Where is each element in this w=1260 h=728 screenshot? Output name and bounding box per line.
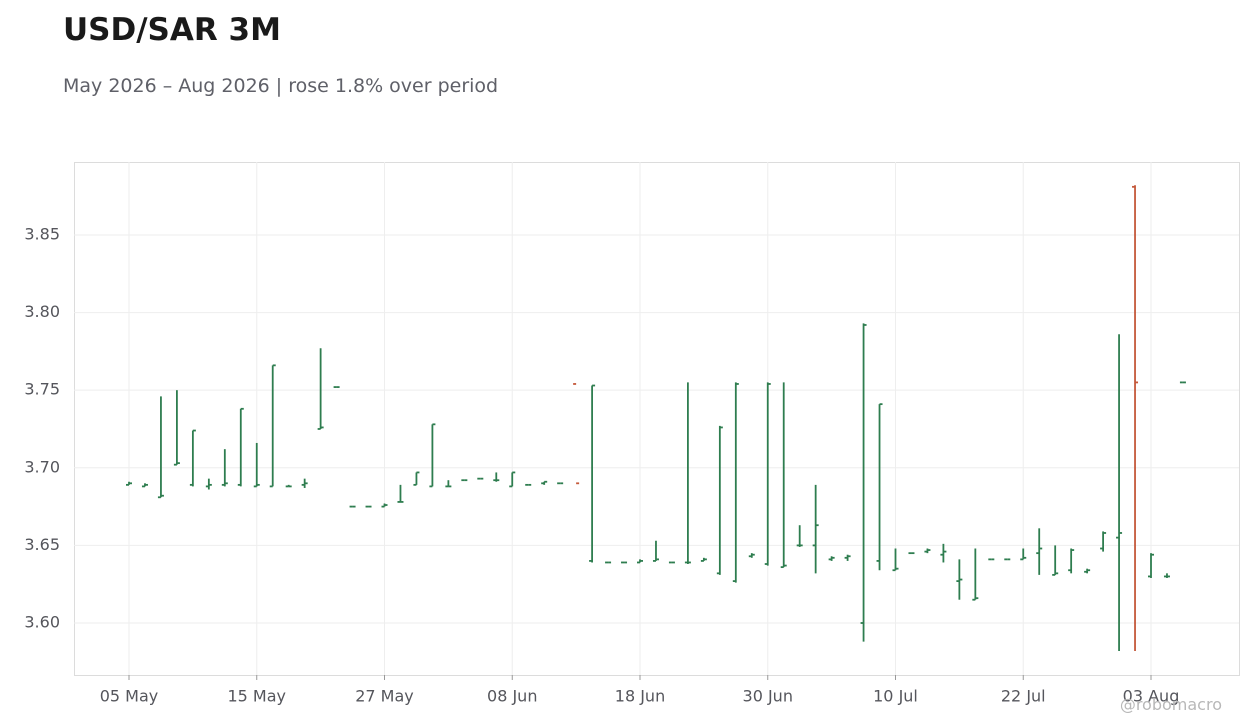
ohlc-bar <box>780 382 787 569</box>
ohlc-bar <box>205 478 212 490</box>
ohlc-bar <box>157 396 164 499</box>
ohlc-bar <box>413 471 420 486</box>
ohlc-bar <box>972 548 979 601</box>
ohlc-bar <box>253 442 260 488</box>
ohlc-bar <box>844 554 851 561</box>
ohlc-bar <box>828 556 835 561</box>
ohlc-bar <box>732 382 739 583</box>
ohlc-bar <box>956 559 963 600</box>
ohlc-bar <box>1052 545 1059 576</box>
watermark: @robomacro <box>1120 695 1222 714</box>
ohlc-bar <box>573 383 580 485</box>
x-tick-label: 27 May <box>355 687 414 706</box>
ohlc-bar <box>189 429 196 487</box>
x-tick-label: 10 Jul <box>873 687 918 706</box>
ohlc-bar <box>924 548 931 554</box>
ohlc-bar <box>445 480 452 488</box>
ohlc-bar <box>285 484 292 488</box>
plot-frame <box>74 162 1240 676</box>
y-tick-label: 3.60 <box>24 613 60 632</box>
ohlc-bar <box>1084 568 1091 574</box>
ohlc-bar <box>221 449 228 487</box>
x-tick-label: 08 Jun <box>487 687 537 706</box>
x-tick-label: 18 Jun <box>615 687 665 706</box>
ohlc-bar <box>764 382 771 566</box>
ohlc-bar <box>237 407 244 487</box>
y-tick-label: 3.80 <box>24 302 60 321</box>
ohlc-bar <box>700 557 707 562</box>
ohlc-bar <box>301 478 308 488</box>
ohlc-bar <box>429 423 436 488</box>
ohlc-bar <box>892 548 899 572</box>
y-tick-label: 3.70 <box>24 457 60 476</box>
ohlc-bar <box>812 484 819 574</box>
ohlc-bar <box>141 483 148 488</box>
chart-title: USD/SAR 3M <box>63 12 281 48</box>
y-tick-label: 3.75 <box>24 380 60 399</box>
ohlc-bar <box>1036 528 1043 575</box>
ohlc-bar <box>126 481 132 486</box>
ohlc-bar <box>173 390 180 466</box>
ohlc-bar <box>1132 185 1139 651</box>
ohlc-bar <box>509 471 516 488</box>
ohlc-bar <box>1068 548 1075 574</box>
ohlc-bar <box>652 540 659 562</box>
y-tick-label: 3.65 <box>24 535 60 554</box>
x-tick-label: 15 May <box>227 687 286 706</box>
ohlc-bar <box>940 543 947 563</box>
x-tick-label: 30 Jun <box>743 687 793 706</box>
ohlc-bar <box>541 480 548 485</box>
ohlc-bar <box>381 503 388 508</box>
ohlc-bar <box>317 348 324 430</box>
ohlc-bar <box>1163 573 1170 578</box>
ohlc-bar <box>1100 531 1107 552</box>
y-tick-label: 3.85 <box>24 224 60 243</box>
ohlc-bar <box>397 484 404 503</box>
x-tick-label: 05 May <box>100 687 159 706</box>
ohlc-bar <box>716 425 723 575</box>
ohlc-bar <box>1148 553 1154 578</box>
x-tick-label: 22 Jul <box>1001 687 1046 706</box>
ohlc-bar <box>493 472 500 482</box>
x-tick-label: 03 Aug <box>1123 687 1180 706</box>
ohlc-bar <box>637 559 643 564</box>
ohlc-bar <box>269 364 276 488</box>
ohlc-bar <box>748 553 755 558</box>
chart-subtitle: May 2026 – Aug 2026 | rose 1.8% over per… <box>63 75 498 97</box>
ohlc-bar <box>860 323 867 642</box>
ohlc-bar <box>1020 548 1027 561</box>
ohlc-bar <box>876 403 883 571</box>
ohlc-bar <box>589 384 596 563</box>
ohlc-bar <box>796 525 803 547</box>
ohlc-bar <box>1116 334 1123 651</box>
ohlc-bar <box>684 382 691 565</box>
